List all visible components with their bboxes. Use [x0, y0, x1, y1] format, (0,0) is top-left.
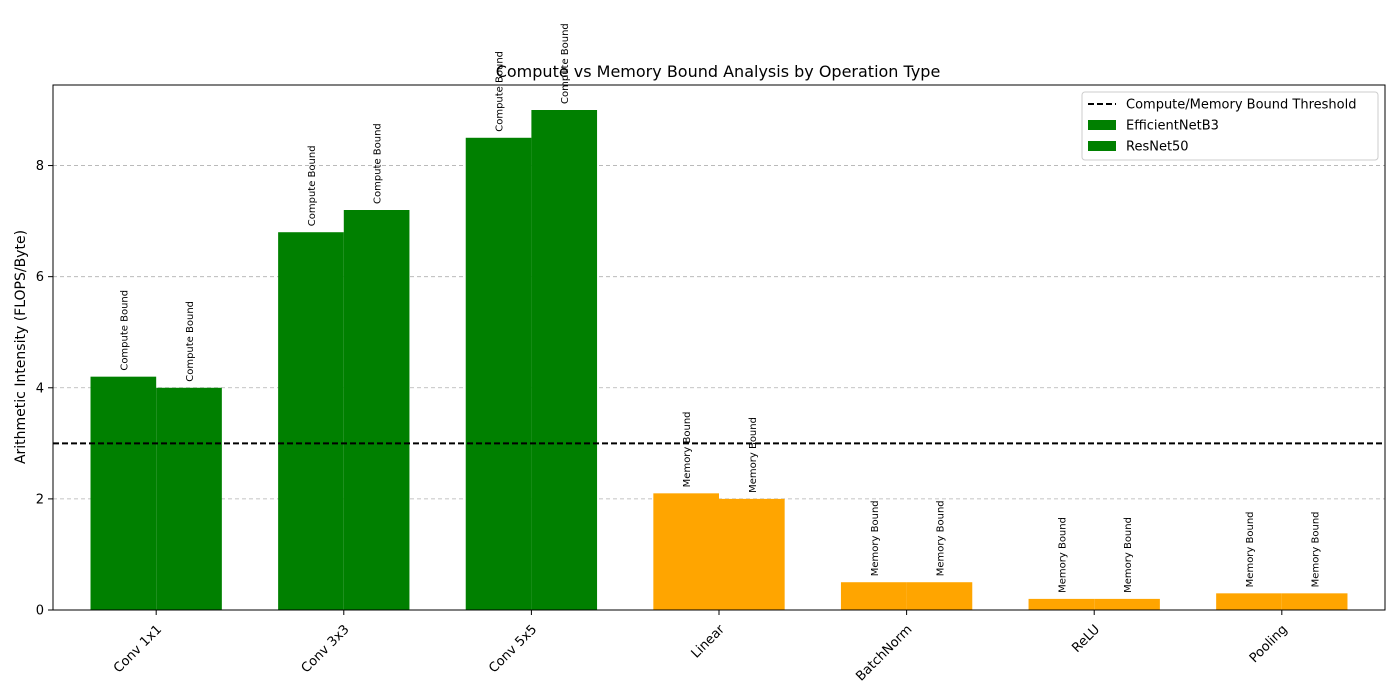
x-tick-label: Conv 5x5: [486, 622, 540, 676]
bar-resnet50: [719, 498, 785, 610]
bar-resnet50: [1281, 593, 1348, 610]
bar-data-label: Memory Bound: [1245, 511, 1256, 587]
bar-data-label: Compute Bound: [119, 290, 130, 371]
bar-resnet50: [1094, 598, 1160, 610]
chart-title: Compute vs Memory Bound Analysis by Oper…: [496, 62, 941, 81]
legend-swatch-efficientnetb3: [1088, 120, 1116, 130]
legend-label: Compute/Memory Bound Threshold: [1126, 98, 1356, 113]
x-tick-label: Linear: [689, 622, 729, 662]
bar-labels: Compute Bound Compute Bound Compute Bound M…: [119, 23, 1321, 593]
bar-data-label: Compute Bound: [495, 51, 506, 132]
x-tick-label: Conv 1x1: [111, 622, 165, 676]
bar-data-label: Compute Bound: [185, 301, 196, 382]
x-tick-label: ReLU: [1069, 622, 1103, 656]
y-axis-ticks: 0 2 4 6 8: [36, 159, 53, 619]
bar-resnet50: [531, 110, 598, 610]
y-axis-label: Arithmetic Intensity (FLOPS/Byte): [13, 230, 29, 464]
bar-data-label: Memory Bound: [935, 500, 946, 576]
bar-efficientnetb3: [90, 376, 157, 610]
x-tick-label: Conv 3x3: [299, 622, 353, 676]
y-tick-label: 6: [36, 270, 44, 285]
bar-data-label: Memory Bound: [1123, 517, 1134, 593]
x-tick-label: Pooling: [1247, 622, 1291, 666]
bar-data-label: Compute Bound: [373, 123, 384, 204]
legend: Compute/Memory Bound Threshold EfficientN…: [1081, 91, 1379, 161]
bar-efficientnetb3: [1028, 598, 1095, 610]
bar-data-label: Memory Bound: [1311, 511, 1322, 587]
y-tick-label: 2: [36, 492, 44, 507]
legend-frame: [1081, 91, 1379, 161]
bar-resnet50: [156, 387, 222, 610]
bar-efficientnetb3: [653, 493, 719, 610]
bars: [90, 110, 1348, 610]
y-tick-label: 0: [36, 604, 44, 619]
bar-efficientnetb3: [465, 137, 532, 610]
bar-data-label: Memory Bound: [682, 411, 693, 487]
x-axis-ticks: Conv 1x1 Conv 3x3 Conv 5x5 Linear BatchNorm R…: [111, 610, 1291, 684]
bar-resnet50: [343, 210, 410, 610]
bar-efficientnetb3: [840, 582, 907, 610]
bar-resnet50: [906, 582, 973, 610]
bar-data-label: Memory Bound: [748, 417, 759, 493]
bar-efficientnetb3: [1216, 593, 1282, 610]
legend-swatch-resnet50: [1088, 141, 1116, 151]
y-tick-label: 4: [36, 381, 44, 396]
bar-efficientnetb3: [278, 232, 344, 610]
bar-data-label: Compute Bound: [560, 23, 571, 104]
bar-data-label: Compute Bound: [307, 145, 318, 226]
bar-data-label: Memory Bound: [870, 500, 881, 576]
legend-label: ResNet50: [1126, 140, 1189, 155]
bar-data-label: Memory Bound: [1057, 517, 1068, 593]
legend-label: EfficientNetB3: [1126, 119, 1219, 134]
y-tick-label: 8: [36, 159, 44, 174]
x-tick-label: BatchNorm: [853, 622, 915, 684]
